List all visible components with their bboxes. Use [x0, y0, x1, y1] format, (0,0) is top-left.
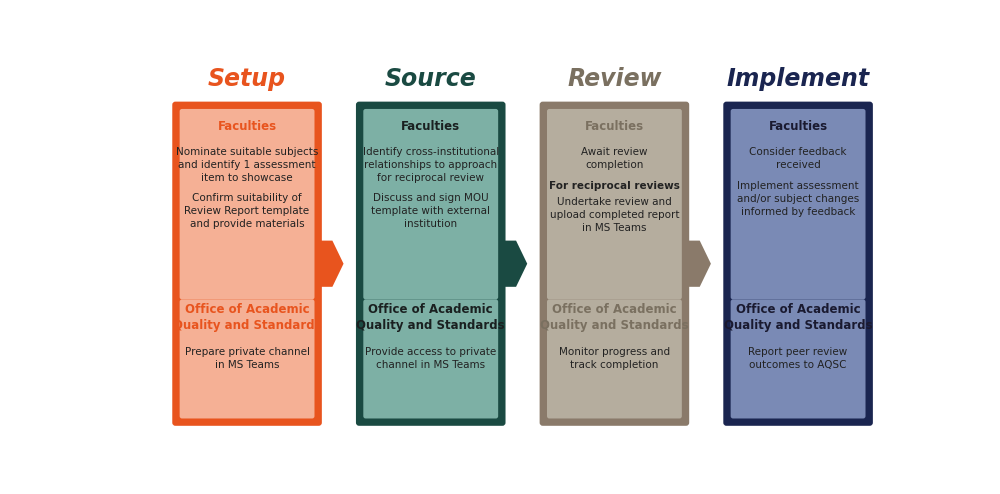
Text: Undertake review and
upload completed report
in MS Teams: Undertake review and upload completed re…	[550, 197, 679, 233]
Text: Implement assessment
and/or subject changes
informed by feedback: Implement assessment and/or subject chan…	[737, 181, 859, 217]
Text: Setup: Setup	[208, 67, 286, 91]
FancyBboxPatch shape	[547, 109, 682, 299]
Polygon shape	[499, 241, 527, 287]
Text: Office of Academic
Quality and Standards: Office of Academic Quality and Standards	[173, 303, 321, 332]
Text: Provide access to private
channel in MS Teams: Provide access to private channel in MS …	[365, 347, 496, 370]
Polygon shape	[683, 241, 711, 287]
Text: Office of Academic
Quality and Standards: Office of Academic Quality and Standards	[356, 303, 505, 332]
FancyBboxPatch shape	[363, 109, 498, 299]
FancyBboxPatch shape	[356, 102, 506, 426]
FancyBboxPatch shape	[731, 299, 866, 418]
Text: Office of Academic
Quality and Standards: Office of Academic Quality and Standards	[540, 303, 689, 332]
FancyBboxPatch shape	[172, 102, 322, 426]
Polygon shape	[316, 241, 344, 287]
FancyBboxPatch shape	[723, 102, 873, 426]
FancyBboxPatch shape	[180, 109, 314, 299]
Text: Implement: Implement	[727, 67, 870, 91]
FancyBboxPatch shape	[547, 299, 682, 418]
Text: Identify cross-institutional
relationships to approach
for reciprocal review: Identify cross-institutional relationshi…	[363, 147, 499, 183]
FancyBboxPatch shape	[363, 299, 498, 418]
Text: Faculties: Faculties	[218, 120, 277, 133]
Text: Prepare private channel
in MS Teams: Prepare private channel in MS Teams	[185, 347, 310, 370]
Text: Faculties: Faculties	[585, 120, 644, 133]
Text: Faculties: Faculties	[401, 120, 460, 133]
Text: Monitor progress and
track completion: Monitor progress and track completion	[559, 347, 670, 370]
Text: Consider feedback
received: Consider feedback received	[749, 147, 847, 170]
Text: Faculties: Faculties	[769, 120, 828, 133]
FancyBboxPatch shape	[540, 102, 689, 426]
Text: Await review
completion: Await review completion	[581, 147, 648, 170]
Text: Review: Review	[567, 67, 662, 91]
Text: Confirm suitability of
Review Report template
and provide materials: Confirm suitability of Review Report tem…	[184, 193, 310, 229]
Text: Office of Academic
Quality and Standards: Office of Academic Quality and Standards	[724, 303, 872, 332]
Text: Source: Source	[385, 67, 477, 91]
FancyBboxPatch shape	[180, 299, 314, 418]
Text: Report peer review
outcomes to AQSC: Report peer review outcomes to AQSC	[748, 347, 848, 370]
Text: Nominate suitable subjects
and identify 1 assessment
item to showcase: Nominate suitable subjects and identify …	[176, 147, 318, 183]
Text: For reciprocal reviews: For reciprocal reviews	[549, 181, 680, 191]
FancyBboxPatch shape	[731, 109, 866, 299]
Text: Discuss and sign MOU
template with external
institution: Discuss and sign MOU template with exter…	[371, 193, 490, 229]
